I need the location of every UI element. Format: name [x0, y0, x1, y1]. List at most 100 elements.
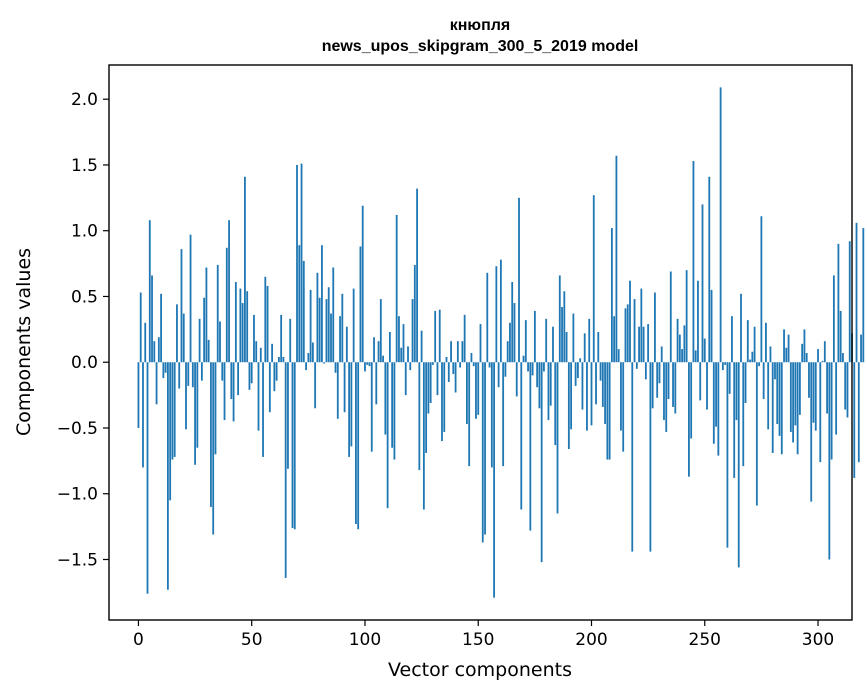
bar — [688, 362, 690, 477]
bar — [357, 362, 360, 530]
bar — [533, 310, 536, 363]
bar — [350, 362, 353, 447]
bar — [341, 293, 344, 363]
bar — [552, 326, 554, 363]
bar — [633, 299, 636, 363]
bar — [216, 264, 219, 363]
bar — [586, 362, 588, 431]
y-tick-label: −0.5 — [57, 419, 98, 439]
bar — [277, 356, 280, 363]
bar — [785, 347, 788, 363]
bar — [214, 362, 217, 455]
bar — [296, 164, 298, 363]
bar — [710, 289, 713, 363]
bar — [719, 87, 722, 363]
bar — [590, 362, 593, 426]
bar — [382, 355, 384, 363]
bar — [810, 362, 813, 502]
bar — [210, 362, 212, 507]
bar — [760, 216, 763, 363]
bar — [771, 362, 774, 453]
bar — [321, 245, 323, 363]
bar — [393, 362, 396, 460]
bar — [373, 337, 375, 363]
bar — [567, 362, 570, 450]
bar — [830, 362, 833, 460]
bar — [461, 341, 464, 363]
bar — [642, 326, 645, 363]
bar — [420, 330, 423, 363]
plot-frame — [108, 64, 853, 621]
bar — [300, 163, 303, 363]
bar — [250, 362, 253, 384]
bar — [574, 362, 577, 386]
bar — [180, 249, 183, 363]
bar — [352, 288, 355, 363]
bar — [348, 362, 351, 457]
bar — [606, 362, 609, 460]
bar — [142, 362, 144, 468]
bar — [443, 362, 446, 432]
bar — [368, 362, 371, 367]
x-tick-label: 0 — [133, 630, 144, 650]
bar — [658, 362, 661, 384]
bar — [515, 362, 518, 397]
bar — [588, 318, 591, 363]
bar — [529, 362, 532, 531]
bar — [298, 245, 301, 363]
bar — [685, 270, 688, 363]
bar — [572, 313, 575, 363]
bar — [223, 362, 226, 421]
bar — [765, 322, 767, 363]
bar — [268, 362, 271, 413]
bar — [194, 362, 196, 465]
bar — [703, 338, 706, 363]
bar — [472, 362, 475, 367]
bar — [506, 341, 509, 363]
bar — [504, 362, 507, 377]
bar — [796, 362, 799, 455]
bar — [520, 362, 523, 510]
bar — [309, 289, 312, 363]
bar — [407, 346, 409, 363]
y-tick-label: −1.5 — [57, 551, 98, 571]
bar — [767, 362, 770, 430]
bar — [699, 362, 702, 401]
bar — [561, 306, 563, 363]
bar — [241, 303, 244, 363]
bar — [828, 362, 831, 560]
y-tick-label: 1.5 — [71, 156, 98, 176]
x-tick-label: 150 — [462, 630, 494, 650]
bar — [540, 362, 543, 563]
bar — [422, 362, 425, 510]
y-axis-label: Components values — [13, 248, 35, 436]
bar — [486, 272, 489, 363]
bar — [191, 362, 194, 388]
bar — [549, 362, 552, 406]
bar — [651, 362, 654, 409]
bar — [622, 362, 625, 452]
bar — [563, 291, 566, 363]
bar — [676, 318, 679, 363]
bar — [151, 275, 153, 363]
bar — [862, 228, 865, 363]
bar — [441, 362, 443, 442]
bar — [205, 267, 208, 363]
bar — [783, 329, 785, 363]
bar — [411, 299, 414, 363]
bar — [613, 316, 616, 363]
bar — [595, 362, 597, 405]
bar — [375, 362, 378, 405]
bar — [726, 362, 729, 548]
bar — [592, 195, 595, 363]
bar — [577, 362, 579, 379]
bar — [336, 362, 339, 419]
bar — [762, 362, 765, 400]
bar — [509, 322, 511, 363]
bar — [629, 280, 631, 363]
bar — [370, 362, 373, 452]
bar — [153, 341, 156, 363]
bar — [624, 308, 627, 363]
bar — [839, 310, 842, 363]
bar — [776, 362, 779, 425]
